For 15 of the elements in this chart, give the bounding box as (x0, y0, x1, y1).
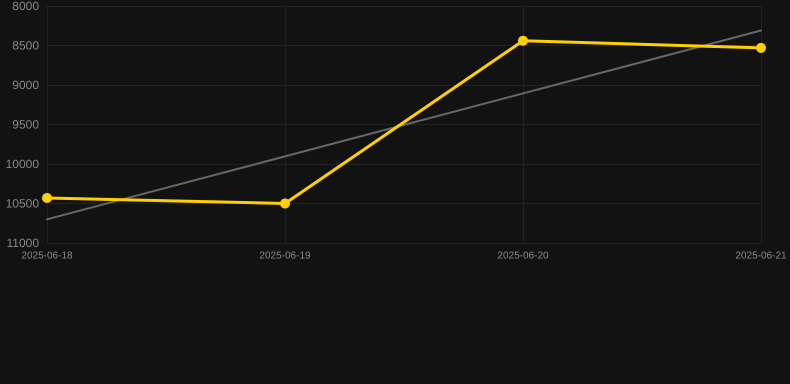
point (42, 192, 52, 203)
point (756, 42, 766, 53)
x-tick-label: 2025-06-21 (735, 250, 788, 262)
x-tick-label: 2025-06-20 (497, 250, 550, 262)
y-tick-label: 8000 (12, 0, 40, 13)
point (518, 36, 528, 46)
y-tick-label: 9500 (12, 118, 40, 132)
y-tick-label: 9000 (12, 78, 40, 92)
x-tick-label: 2025-06-18 (21, 250, 74, 262)
x-tick-label: 2025-06-19 (259, 250, 312, 262)
point (280, 198, 290, 208)
y-tick-label: 8500 (12, 38, 40, 52)
y-tick-label: 10000 (6, 157, 40, 171)
y-tick-label: 11000 (6, 236, 40, 250)
y-tick-label: 10500 (6, 196, 40, 210)
